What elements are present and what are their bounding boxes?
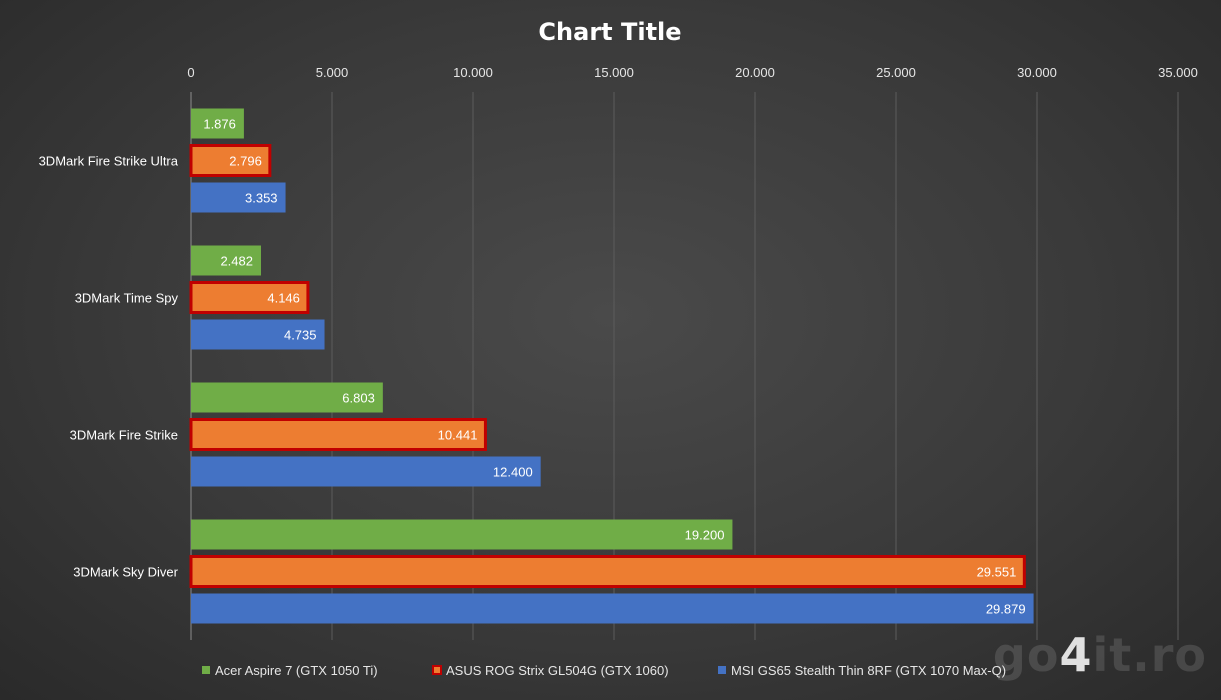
bar: [189, 144, 272, 177]
x-tick-label: 35.000: [1158, 65, 1198, 80]
category-label: 3DMark Fire Strike Ultra: [39, 154, 179, 169]
legend-swatch: [432, 665, 442, 675]
x-tick-label: 25.000: [876, 65, 916, 80]
x-tick-label: 30.000: [1017, 65, 1057, 80]
data-label: 2.482: [220, 254, 253, 269]
x-tick-label: 0: [187, 65, 194, 80]
legend: Acer Aspire 7 (GTX 1050 Ti) ASUS ROG Stri…: [202, 663, 1006, 678]
bar: [191, 382, 383, 413]
data-label: 2.796: [229, 154, 262, 169]
legend-swatch: [718, 666, 726, 674]
data-label: 19.200: [685, 528, 725, 543]
legend-swatch: [202, 666, 210, 674]
x-tick-label: 10.000: [453, 65, 493, 80]
category-labels: 3DMark Fire Strike Ultra 3DMark Time Spy 3…: [39, 154, 179, 580]
bar: [191, 245, 261, 276]
bar: [189, 281, 310, 314]
bar: [191, 108, 244, 139]
chart-title: Chart Title: [538, 18, 681, 46]
x-tick-label: 5.000: [316, 65, 349, 80]
category-label: 3DMark Time Spy: [75, 291, 179, 306]
bar: [191, 593, 1034, 624]
x-tick-label: 20.000: [735, 65, 775, 80]
bar: [191, 182, 286, 213]
category-label: 3DMark Fire Strike: [70, 428, 178, 443]
bar: [191, 319, 325, 350]
data-label: 29.551: [977, 565, 1017, 580]
data-label: 29.879: [986, 602, 1026, 617]
legend-label: ASUS ROG Strix GL504G (GTX 1060): [446, 663, 669, 678]
legend-label: MSI GS65 Stealth Thin 8RF (GTX 1070 Max-…: [731, 663, 1006, 678]
legend-label: Acer Aspire 7 (GTX 1050 Ti): [215, 663, 378, 678]
bar: [189, 418, 487, 451]
bar: [191, 519, 733, 550]
data-label: 4.146: [267, 291, 300, 306]
data-label: 3.353: [245, 191, 278, 206]
bars: 1.876 2.796 3.353 2.482 4.146 4.735 6.803 10.44…: [189, 108, 1034, 624]
x-axis-ticks: 0 5.000 10.000 15.000 20.000 25.000 30.000 35.0…: [187, 65, 1198, 80]
data-label: 6.803: [342, 391, 375, 406]
watermark-logo: go4it.ro: [992, 628, 1207, 682]
data-label: 1.876: [203, 117, 236, 132]
data-label: 12.400: [493, 465, 533, 480]
bar: [189, 555, 1026, 588]
x-tick-label: 15.000: [594, 65, 634, 80]
data-label: 10.441: [438, 428, 478, 443]
category-label: 3DMark Sky Diver: [73, 565, 178, 580]
data-label: 4.735: [284, 328, 317, 343]
gridlines: [190, 92, 1179, 640]
bar: [191, 456, 541, 487]
